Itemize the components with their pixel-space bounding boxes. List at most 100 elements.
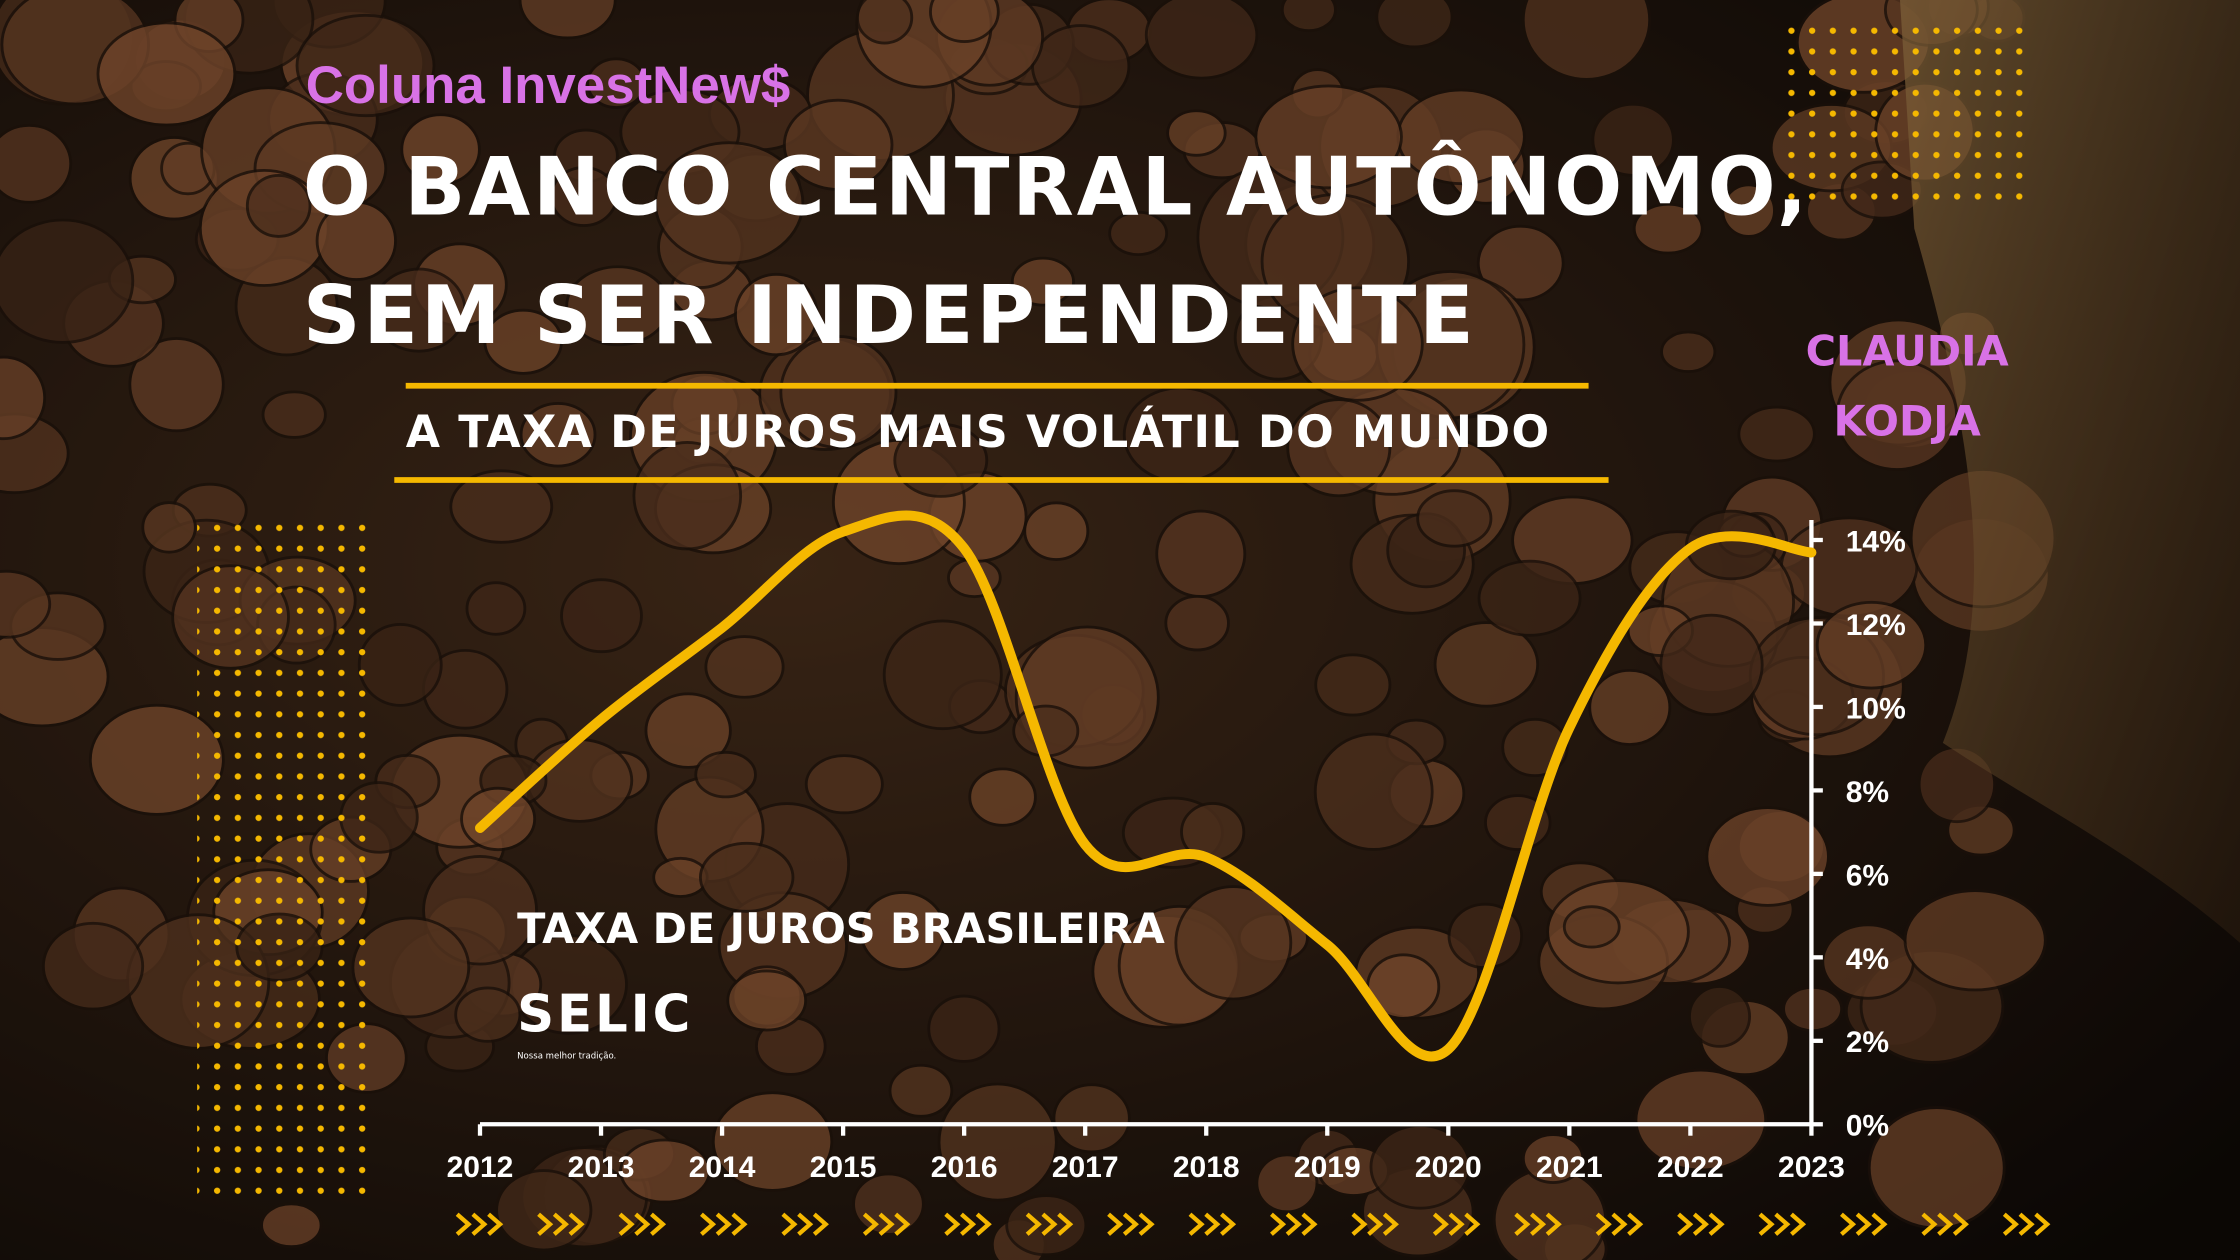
coin: [1634, 1068, 1768, 1172]
coin: [619, 1138, 711, 1204]
chevron: [812, 1212, 829, 1236]
coin: [698, 841, 795, 913]
chevron: [960, 1212, 977, 1236]
y-tick-label: 14%: [1846, 525, 1906, 558]
coin: [41, 921, 145, 1011]
coin: [295, 13, 436, 118]
coin: [704, 635, 785, 699]
chevron: [1382, 1212, 1399, 1236]
coin: [560, 578, 643, 654]
coin: [1476, 224, 1565, 302]
chevron: [1220, 1212, 1237, 1236]
chevron: [1041, 1212, 1058, 1236]
coin: [586, 57, 647, 109]
chevron: [1270, 1212, 1287, 1236]
coin: [1903, 889, 2047, 992]
coin: [711, 1091, 834, 1192]
chevron: [650, 1212, 667, 1236]
coin: [1477, 559, 1582, 637]
coin: [1591, 102, 1675, 177]
coin: [1052, 1083, 1131, 1154]
chevron: [1351, 1212, 1368, 1236]
chevron: [1432, 1212, 1449, 1236]
chevron: [1301, 1212, 1318, 1236]
coin: [549, 166, 618, 228]
coin: [1291, 286, 1424, 402]
coin: [1705, 806, 1830, 907]
author: KODJA: [1834, 398, 1981, 446]
dot-grid: [1785, 22, 2032, 212]
chevron: [1367, 1212, 1384, 1236]
x-tick-label: 2012: [447, 1151, 514, 1184]
coin: [779, 335, 898, 449]
chevron: [1790, 1212, 1807, 1236]
coin: [1164, 594, 1230, 652]
x-tick-label: 2016: [931, 1151, 998, 1184]
chevron: [455, 1212, 472, 1236]
chevron: [1840, 1212, 1857, 1236]
coin: [565, 265, 671, 347]
chevron: [552, 1212, 569, 1236]
coin: [371, 267, 467, 353]
coin: [654, 141, 805, 265]
annotation: TAXA DE JUROS BRASILEIRA: [517, 905, 1165, 953]
x-tick-label: 2023: [1778, 1151, 1845, 1184]
y-tick-label: 10%: [1846, 692, 1906, 725]
chevron: [1188, 1212, 1205, 1236]
coin: [1166, 109, 1227, 157]
coin: [400, 113, 481, 186]
y-tick-label: 6%: [1846, 859, 1889, 892]
coin: [1254, 84, 1403, 190]
chevron: [1448, 1212, 1465, 1236]
author: CLAUDIA: [1806, 328, 2009, 376]
chevron: [2018, 1212, 2035, 1236]
chevron: [1855, 1212, 1872, 1236]
chevron: [1611, 1212, 1628, 1236]
straw-decoration: [1900, 0, 2240, 943]
chevron: [862, 1212, 879, 1236]
coin: [0, 123, 73, 204]
x-tick-label: 2017: [1052, 1151, 1119, 1184]
chevron: [2034, 1212, 2051, 1236]
coin: [1010, 256, 1075, 307]
coin: [1521, 0, 1652, 81]
chevron: [1204, 1212, 1221, 1236]
coin: [1314, 653, 1392, 717]
chevron: [1627, 1212, 1644, 1236]
dot-grid: [197, 522, 369, 1198]
coin: [454, 986, 522, 1043]
chevron: [1138, 1212, 1155, 1236]
coin: [726, 969, 808, 1032]
coin: [1280, 0, 1337, 33]
chevron: [618, 1212, 635, 1236]
coin: [929, 0, 1000, 44]
coin: [632, 441, 743, 551]
coin: [1108, 210, 1169, 257]
coin: [141, 501, 197, 554]
chevron: [1708, 1212, 1725, 1236]
chevron: [1774, 1212, 1791, 1236]
chevron: [781, 1212, 798, 1236]
coin: [449, 469, 554, 544]
coin: [495, 1169, 593, 1252]
coin: [1144, 0, 1259, 80]
coin: [1688, 985, 1752, 1048]
chevron: [1545, 1212, 1562, 1236]
coin: [1255, 1153, 1319, 1214]
coin: [460, 786, 537, 852]
coin: [96, 21, 237, 127]
chevron: [1595, 1212, 1612, 1236]
chevron: [700, 1212, 717, 1236]
chevron: [487, 1212, 504, 1236]
coin: [261, 390, 327, 439]
chevron: [1122, 1212, 1139, 1236]
coin: [1659, 613, 1764, 717]
chevron: [715, 1212, 732, 1236]
title-line: O BANCO CENTRAL AUTÔNOMO,: [303, 139, 1810, 233]
x-tick-label: 2020: [1415, 1151, 1482, 1184]
annotation: SELIC: [517, 984, 693, 1044]
chevron: [1952, 1212, 1969, 1236]
x-tick-label: 2021: [1536, 1151, 1603, 1184]
